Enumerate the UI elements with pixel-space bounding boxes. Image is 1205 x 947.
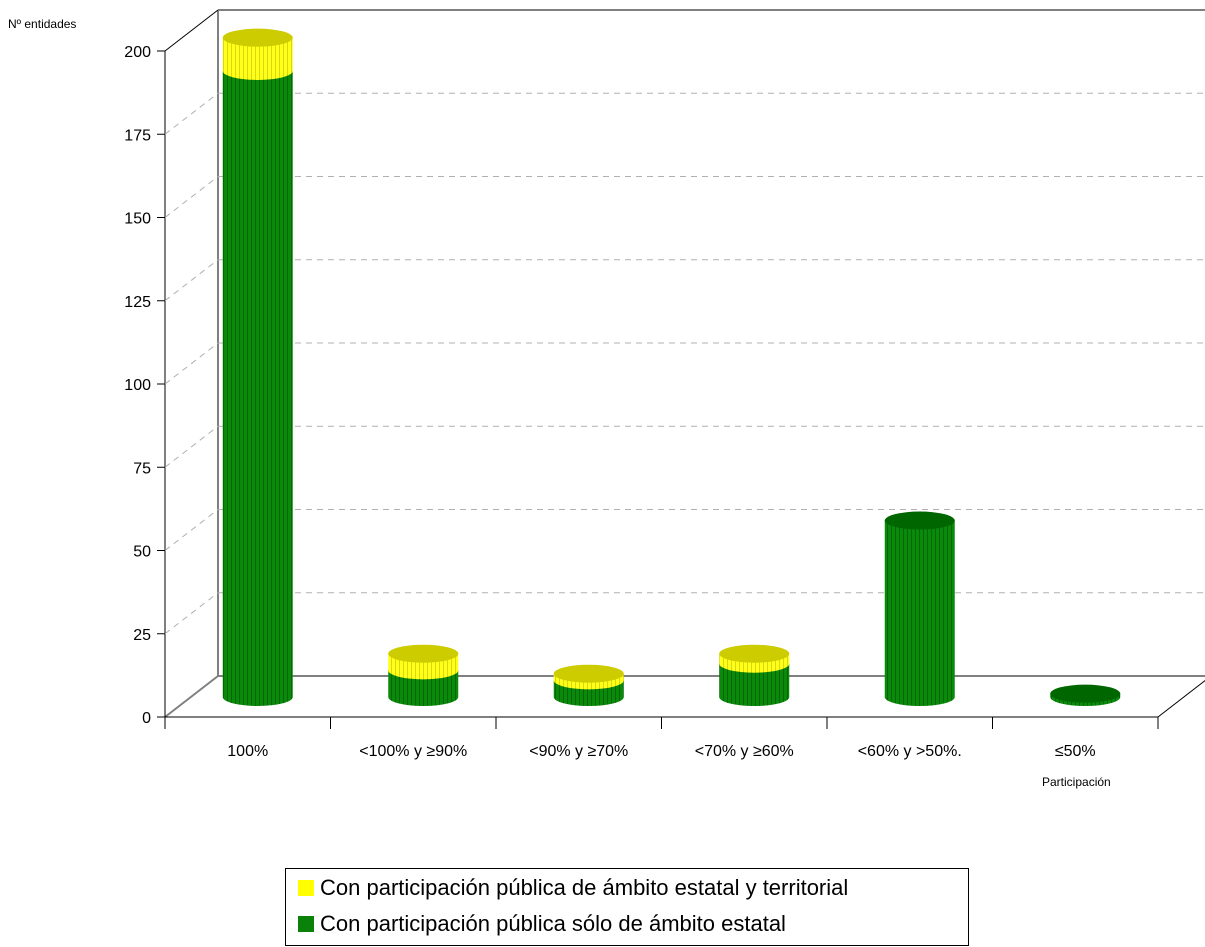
y-tick-label: 175 — [124, 127, 151, 144]
bar-group — [719, 644, 790, 706]
y-tick-label: 0 — [142, 710, 151, 727]
y-axis-top-edge — [164, 9, 219, 52]
grid-line-side — [164, 92, 219, 135]
bar-group — [553, 664, 624, 706]
grid-line-side — [164, 425, 219, 468]
legend-label: Con participación pública de ámbito esta… — [320, 875, 849, 900]
legend: Con participación pública de ámbito esta… — [285, 868, 969, 946]
bar-segment-estatal — [719, 663, 790, 706]
bar-group — [222, 28, 293, 706]
bar-segment-estatal — [388, 670, 459, 706]
x-tick-label: <70% y ≥60% — [695, 743, 794, 760]
bar-cap — [222, 28, 293, 47]
y-axis-ticks: 0 25 50 75 100 125 150 175 200 — [124, 44, 165, 727]
grid-line-side — [164, 259, 219, 302]
y-tick-label: 50 — [133, 544, 151, 561]
x-axis-title: Participación — [1042, 775, 1111, 789]
legend-item-estatal: Con participación pública sólo de ámbito… — [298, 911, 786, 937]
bars — [222, 28, 1121, 706]
grid-lines — [164, 92, 1205, 635]
y-tick-label: 100 — [124, 377, 151, 394]
x-tick-label: <90% y ≥70% — [529, 743, 628, 760]
x-tick-label: <60% y >50%. — [858, 743, 962, 760]
grid-line-side — [164, 509, 219, 551]
floor-left-edge — [164, 675, 219, 718]
legend-label: Con participación pública sólo de ámbito… — [320, 911, 786, 936]
bar-group — [884, 511, 955, 706]
y-tick-label: 150 — [124, 211, 151, 228]
x-axis-ticks: 100% <100% y ≥90% <90% y ≥70% <70% y ≥60% <6… — [164, 717, 1159, 760]
grid-line-side — [164, 342, 219, 385]
legend-swatch-yellow — [298, 880, 314, 896]
grid-line-side — [164, 176, 219, 218]
bar-cap — [719, 644, 790, 663]
legend-item-estatal-territorial: Con participación pública de ámbito esta… — [298, 875, 848, 901]
chart-frame — [164, 9, 1205, 718]
x-tick-label: <100% y ≥90% — [359, 743, 467, 760]
legend-swatch-green — [298, 916, 314, 932]
y-axis-title: Nº entidades — [8, 17, 77, 31]
floor-right-edge — [1157, 680, 1205, 718]
chart: 0 25 50 75 100 125 150 175 200 100% <100% y ≥90% <… — [124, 9, 1205, 760]
y-tick-label: 25 — [133, 627, 151, 644]
y-tick-label: 75 — [133, 460, 151, 477]
bar-segment-estatal-territorial — [222, 37, 293, 80]
y-tick-label: 200 — [124, 44, 151, 61]
y-tick-label: 125 — [124, 294, 151, 311]
bar-group — [1050, 684, 1121, 706]
bar-segment-estatal — [884, 520, 955, 706]
bar-segment-estatal — [222, 70, 293, 706]
bar-cap — [1050, 684, 1121, 703]
grid-line-side — [164, 592, 219, 635]
x-tick-label: 100% — [227, 743, 268, 760]
x-tick-label: ≤50% — [1055, 743, 1096, 760]
bar-cap — [388, 644, 459, 663]
bar-cap — [553, 664, 624, 683]
bar-group — [388, 644, 459, 706]
bar-cap — [884, 511, 955, 530]
